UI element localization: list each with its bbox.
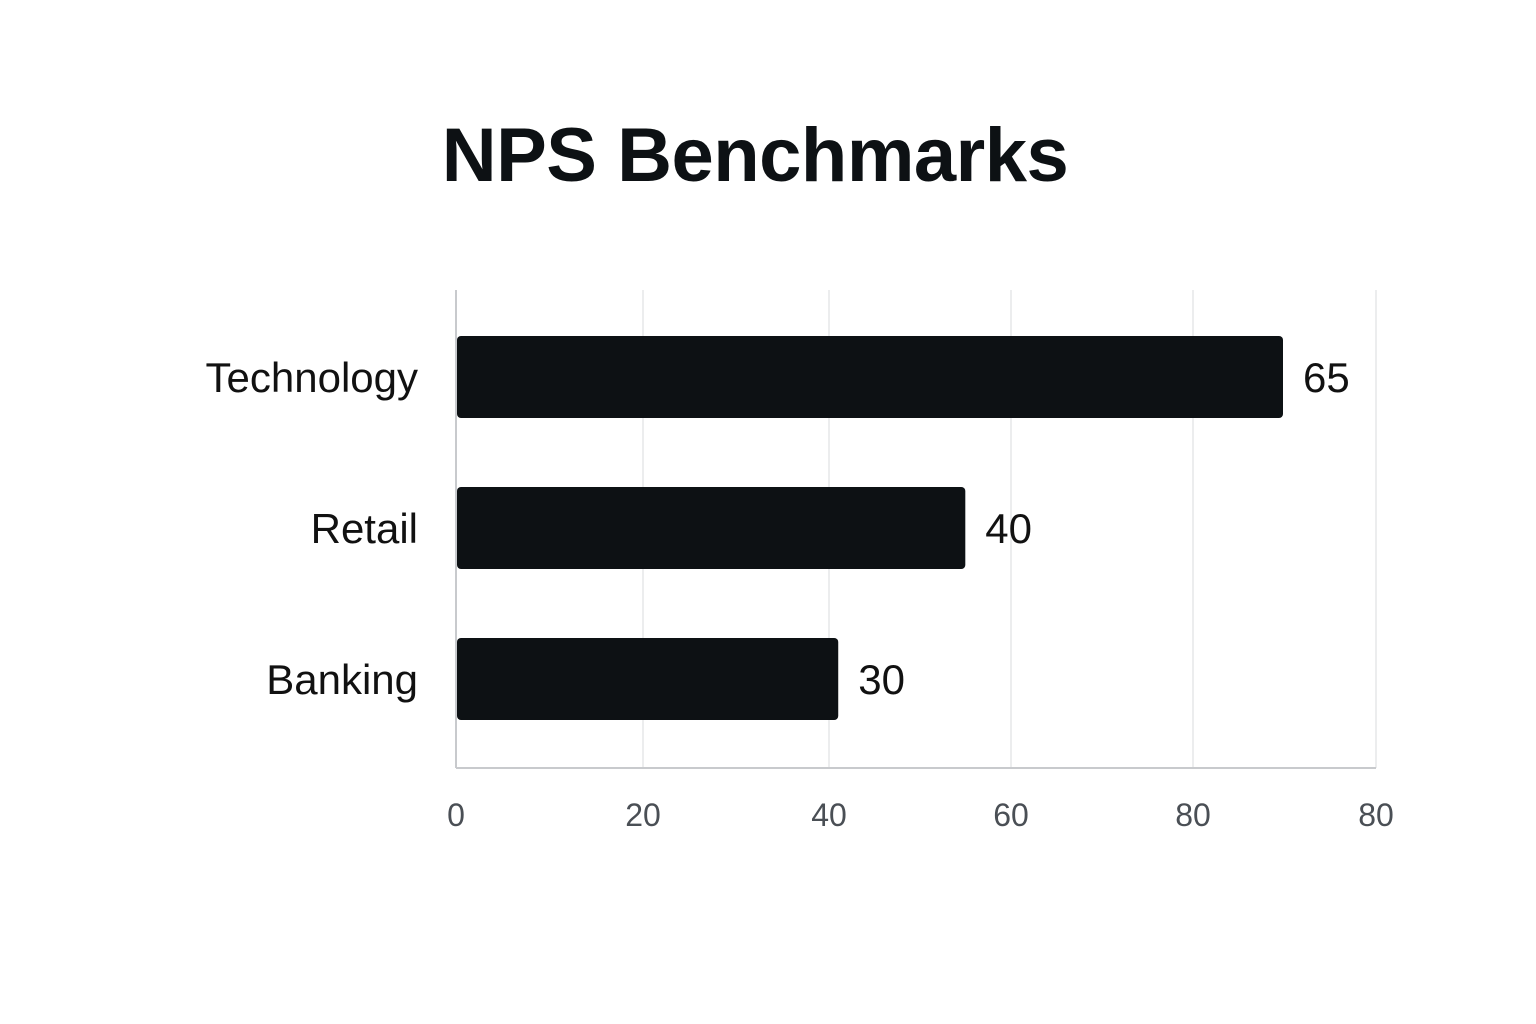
axes	[455, 290, 1376, 769]
data-label: 65	[1303, 354, 1350, 401]
bar-technology	[457, 336, 1283, 418]
labels: 0 20 40 60 80 80 Technology 65 Retail 40 Banking 30	[206, 354, 1394, 833]
x-tick-label: 80	[1358, 797, 1394, 833]
data-label: 30	[858, 656, 905, 703]
bar-retail	[457, 487, 966, 569]
data-label: 40	[985, 505, 1032, 552]
x-tick-label: 20	[625, 797, 661, 833]
bar-banking	[457, 638, 839, 720]
chart-title: NPS Benchmarks	[441, 113, 1069, 198]
x-tick-label: 80	[1175, 797, 1211, 833]
category-label: Banking	[266, 656, 418, 703]
category-label: Technology	[206, 354, 418, 401]
x-tick-label: 0	[447, 797, 465, 833]
x-tick-label: 60	[993, 797, 1029, 833]
x-tick-label: 40	[811, 797, 847, 833]
bars	[457, 336, 1283, 720]
category-label: Retail	[311, 505, 418, 552]
